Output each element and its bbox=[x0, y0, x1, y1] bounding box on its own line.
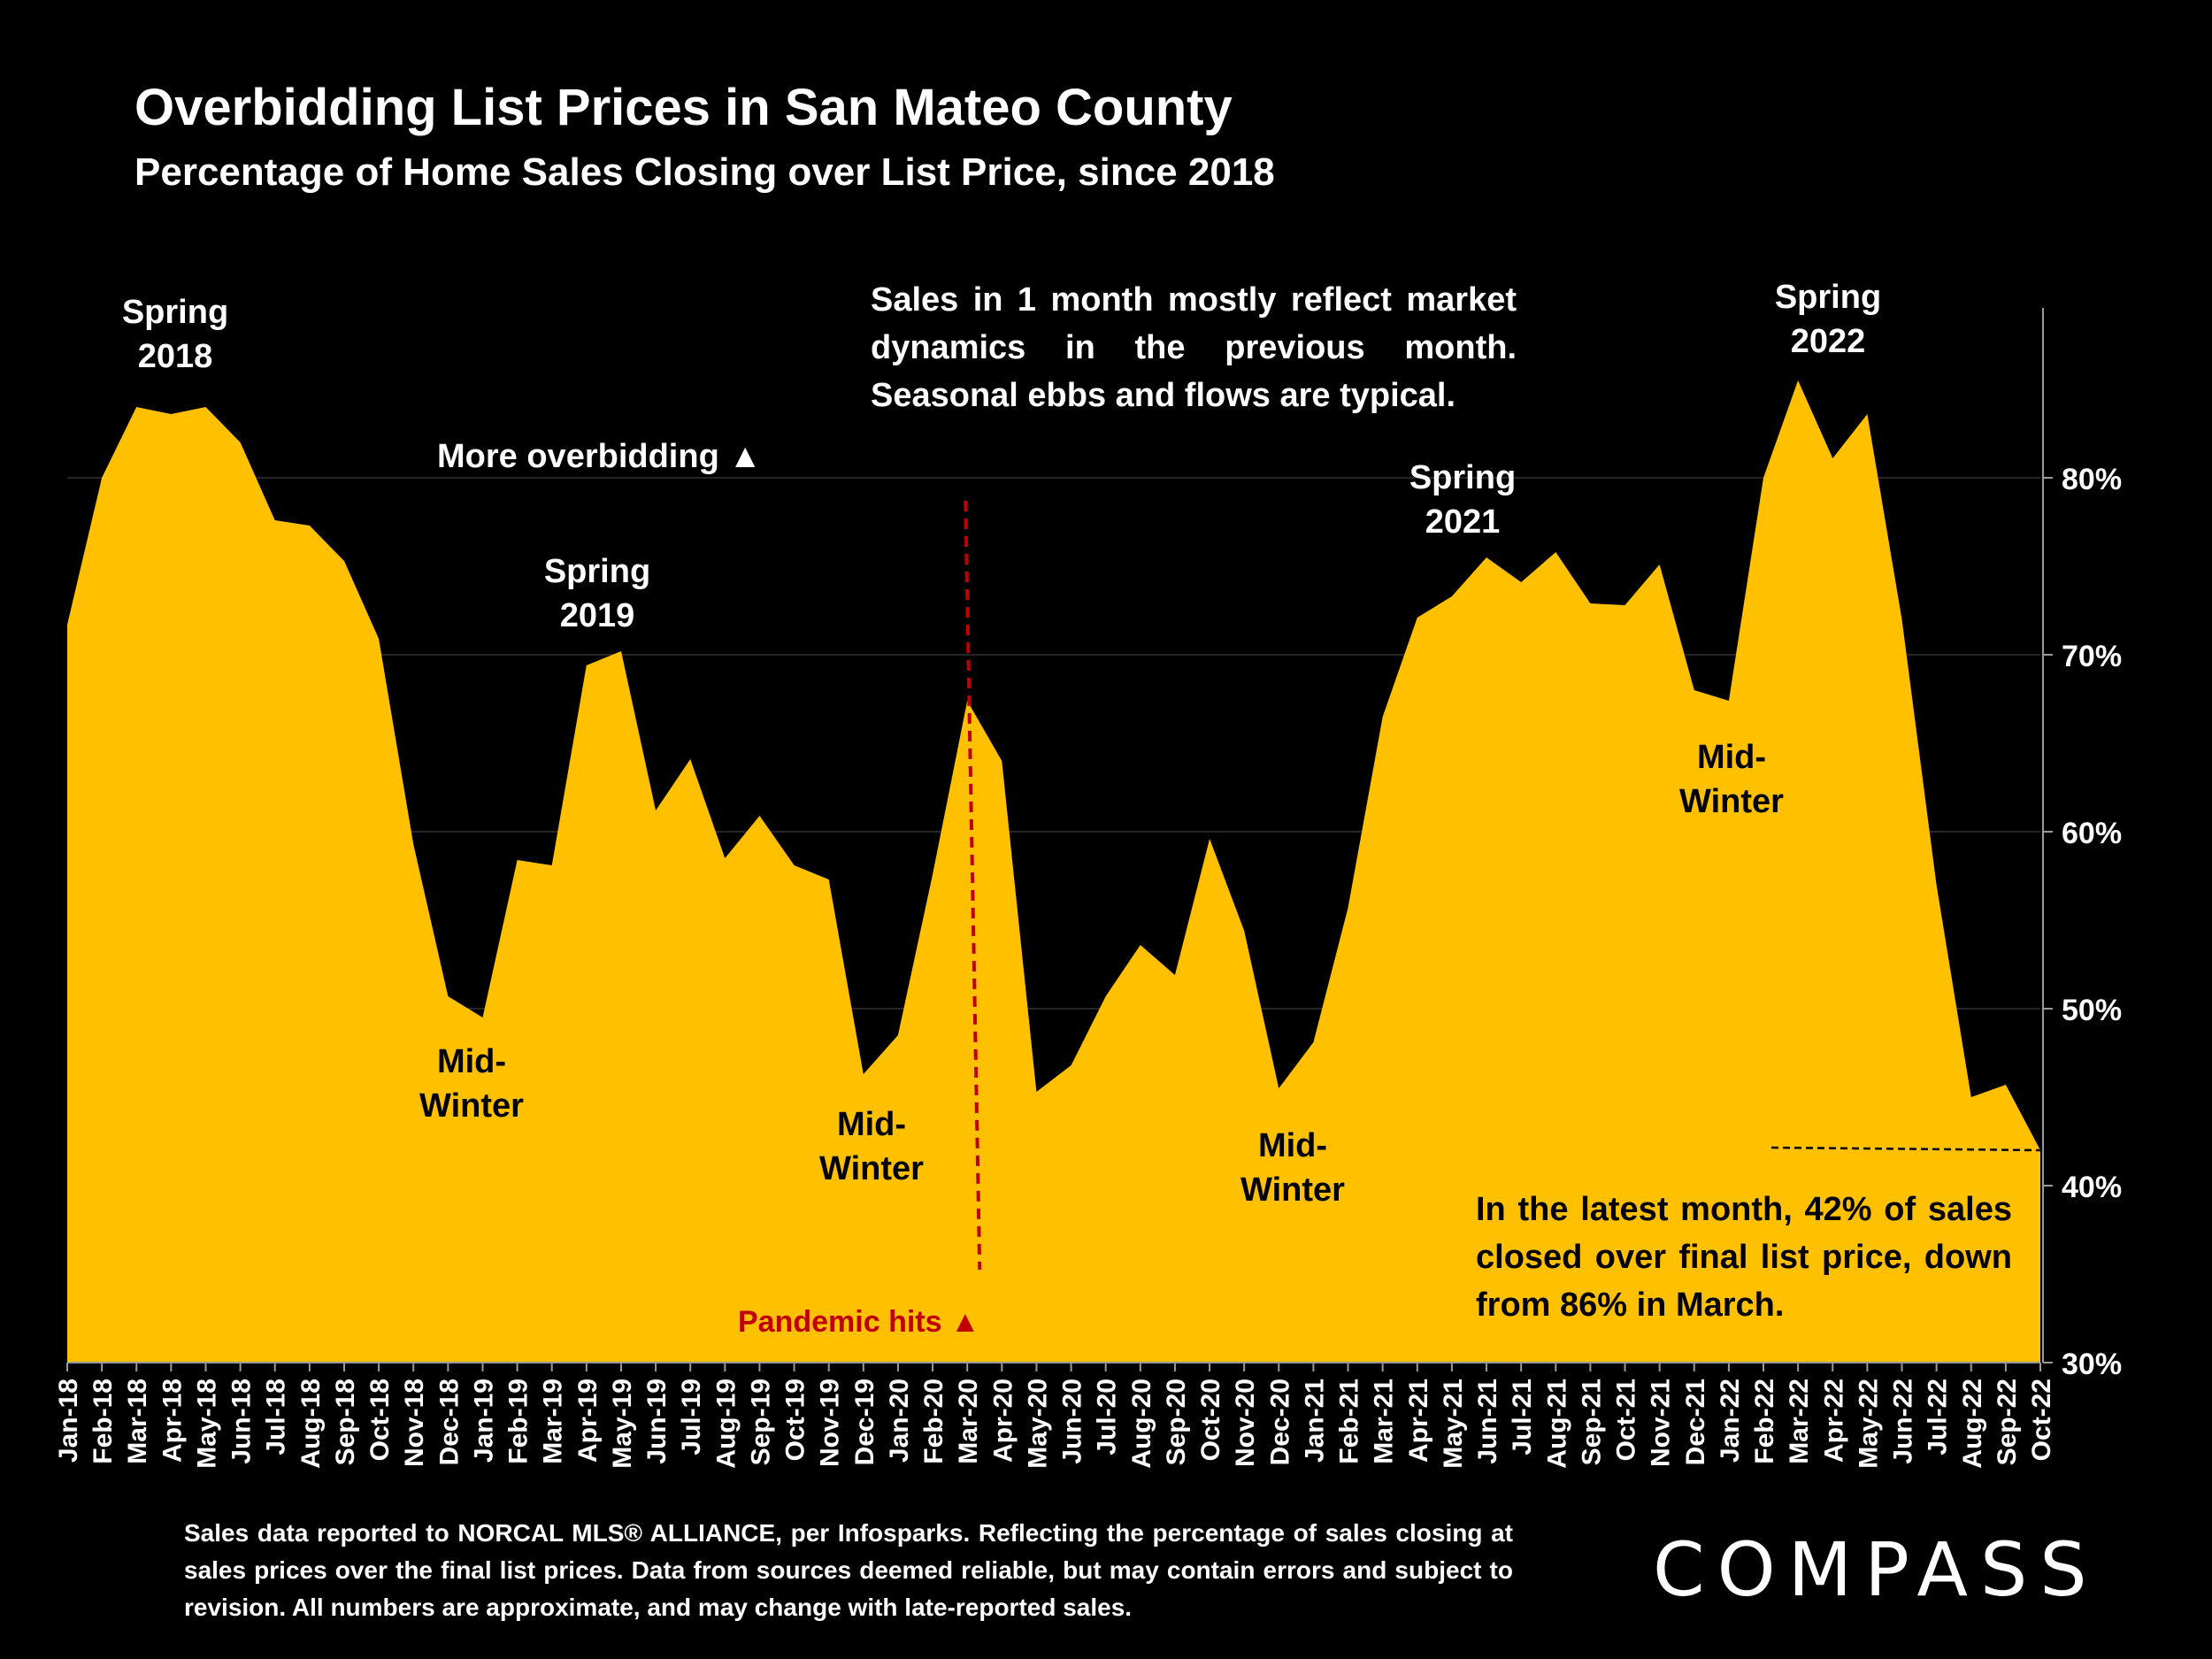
annotation-mid-winter-2019: Winter bbox=[819, 1150, 924, 1187]
annotation-spring-2018: 2018 bbox=[138, 338, 213, 375]
x-tick-label: Jun-18 bbox=[227, 1379, 257, 1464]
annotation-fall-2020: 2020 bbox=[1178, 780, 1253, 818]
more-overbidding-label: More overbidding ▲ bbox=[437, 438, 762, 475]
y-tick-label: 30% bbox=[2062, 1348, 2122, 1381]
annotation-mid-winter-2018: Mid- bbox=[437, 1043, 506, 1080]
x-tick-label: Jul-19 bbox=[677, 1379, 706, 1455]
area-series bbox=[67, 380, 2040, 1363]
x-tick-label: Nov-19 bbox=[816, 1379, 845, 1467]
annotation-mid-winter-2019: Mid- bbox=[837, 1106, 906, 1143]
annotation-mid-winter-2018: Winter bbox=[419, 1087, 524, 1125]
x-tick-label: Jan-21 bbox=[1300, 1379, 1329, 1463]
x-tick-label: Jan-19 bbox=[469, 1379, 498, 1463]
x-tick-label: Nov-20 bbox=[1231, 1379, 1260, 1467]
x-tick-label: May-18 bbox=[192, 1379, 221, 1469]
x-tick-label: Feb-20 bbox=[919, 1379, 949, 1464]
annotation-spring-2022: 2022 bbox=[1791, 323, 1866, 360]
x-axis: Jan-18 Feb-18 Mar-18 Apr-18 May-18 Jun-18 Jul-… bbox=[54, 1362, 2056, 1469]
y-tick-label: 40% bbox=[2062, 1171, 2122, 1204]
x-tick-label: Jan-22 bbox=[1716, 1379, 1745, 1463]
annotation-spring-2022: Spring bbox=[1775, 279, 1881, 316]
market-dynamics-note: Sales in 1 month mostly reflect market d… bbox=[871, 281, 1517, 414]
x-tick-label: May-19 bbox=[608, 1379, 637, 1469]
x-tick-label: Sep-21 bbox=[1577, 1379, 1606, 1465]
x-tick-label: Mar-18 bbox=[123, 1379, 152, 1464]
pandemic-marker-line bbox=[964, 500, 982, 1271]
annotation-spring-2021: 2021 bbox=[1425, 503, 1501, 541]
x-tick-label: Aug-19 bbox=[711, 1379, 741, 1469]
x-tick-label: Mar-21 bbox=[1370, 1379, 1399, 1464]
x-tick-label: Nov-18 bbox=[400, 1379, 429, 1467]
x-tick-label: Apr-19 bbox=[573, 1379, 603, 1463]
y-axis: 30% 40% 50% 60% 70% 80% bbox=[2042, 308, 2122, 1381]
annotation-spring-2021: Spring bbox=[1409, 459, 1516, 496]
y-tick-label: 60% bbox=[2062, 817, 2122, 850]
x-tick-label: Oct-18 bbox=[365, 1379, 395, 1461]
x-tick-label: Aug-18 bbox=[296, 1379, 326, 1469]
x-tick-label: Oct-20 bbox=[1196, 1379, 1225, 1461]
pandemic-hits-label: Pandemic hits ▲ bbox=[738, 1305, 980, 1339]
x-tick-label: Apr-20 bbox=[988, 1379, 1018, 1463]
chart-subtitle: Percentage of Home Sales Closing over Li… bbox=[134, 150, 1275, 194]
x-tick-label: Jun-21 bbox=[1473, 1379, 1502, 1464]
x-tick-label: Jul-22 bbox=[1924, 1379, 1953, 1455]
x-tick-label: Feb-19 bbox=[504, 1379, 534, 1464]
x-tick-label: Aug-21 bbox=[1542, 1379, 1571, 1469]
x-tick-label: Aug-20 bbox=[1127, 1379, 1156, 1469]
x-tick-label: Apr-18 bbox=[157, 1379, 187, 1463]
x-tick-label: Apr-22 bbox=[1819, 1379, 1848, 1463]
compass-logo: COMPASS bbox=[1653, 1526, 2100, 1613]
x-tick-label: Jul-18 bbox=[262, 1379, 291, 1455]
y-tick-label: 50% bbox=[2062, 994, 2122, 1027]
x-tick-label: Jan-20 bbox=[885, 1379, 914, 1463]
x-tick-label: Mar-22 bbox=[1785, 1379, 1814, 1464]
x-tick-label: May-20 bbox=[1023, 1379, 1052, 1469]
x-tick-label: Dec-18 bbox=[434, 1379, 464, 1465]
annotation-spring-2018: Spring bbox=[122, 294, 228, 331]
annotation-mid-winter-2020: Winter bbox=[1240, 1171, 1345, 1209]
x-tick-label: Mar-19 bbox=[539, 1379, 568, 1464]
x-tick-label: Sep-19 bbox=[746, 1379, 775, 1465]
x-tick-label: Feb-18 bbox=[88, 1379, 118, 1464]
x-tick-label: Jun-20 bbox=[1058, 1379, 1087, 1464]
annotation-mid-winter-2021: Winter bbox=[1679, 783, 1784, 820]
x-tick-label: Mar-20 bbox=[954, 1379, 983, 1464]
latest-month-note: In the latest month, 42% of sales closed… bbox=[1476, 1191, 2012, 1324]
x-tick-label: Feb-22 bbox=[1750, 1379, 1779, 1464]
x-tick-label: May-22 bbox=[1854, 1379, 1883, 1469]
x-tick-label: Feb-21 bbox=[1335, 1379, 1364, 1464]
x-tick-label: Jun-19 bbox=[642, 1379, 672, 1464]
annotation-fall-2020: Fall bbox=[1186, 736, 1243, 773]
x-tick-label: Dec-19 bbox=[850, 1379, 879, 1465]
annotations: Spring 2018 Spring 2019 Spring 2021 Spring 2022… bbox=[122, 279, 1881, 1209]
x-tick-label: Oct-19 bbox=[781, 1379, 810, 1461]
x-tick-label: Oct-21 bbox=[1612, 1379, 1641, 1461]
x-tick-label: Oct-22 bbox=[2027, 1379, 2056, 1461]
y-tick-label: 70% bbox=[2062, 640, 2122, 673]
source-footnote: Sales data reported to NORCAL MLS® ALLIA… bbox=[184, 1519, 1513, 1621]
x-tick-label: Jun-22 bbox=[1889, 1379, 1918, 1464]
x-tick-label: Dec-20 bbox=[1265, 1379, 1294, 1465]
x-tick-label: Aug-22 bbox=[1958, 1379, 1987, 1469]
x-tick-label: Dec-21 bbox=[1681, 1379, 1710, 1465]
annotation-spring-2019: Spring bbox=[544, 553, 650, 590]
x-tick-label: Sep-22 bbox=[1993, 1379, 2022, 1465]
x-tick-label: May-21 bbox=[1439, 1379, 1468, 1469]
annotation-spring-2019: 2019 bbox=[560, 597, 635, 634]
x-tick-label: Jan-18 bbox=[54, 1379, 83, 1463]
x-tick-label: Jul-20 bbox=[1093, 1379, 1122, 1455]
chart-title: Overbidding List Prices in San Mateo Cou… bbox=[134, 79, 1233, 136]
annotation-mid-winter-2021: Mid- bbox=[1697, 739, 1766, 776]
x-tick-label: Sep-20 bbox=[1162, 1379, 1191, 1465]
x-tick-label: Nov-21 bbox=[1647, 1379, 1676, 1467]
latest-reference-line bbox=[1770, 1146, 2041, 1152]
y-tick-label: 80% bbox=[2062, 463, 2122, 496]
x-tick-label: Apr-21 bbox=[1404, 1379, 1433, 1463]
annotation-mid-winter-2020: Mid- bbox=[1258, 1127, 1327, 1164]
x-tick-label: Jul-21 bbox=[1508, 1379, 1537, 1455]
x-tick-label: Sep-18 bbox=[331, 1379, 360, 1465]
